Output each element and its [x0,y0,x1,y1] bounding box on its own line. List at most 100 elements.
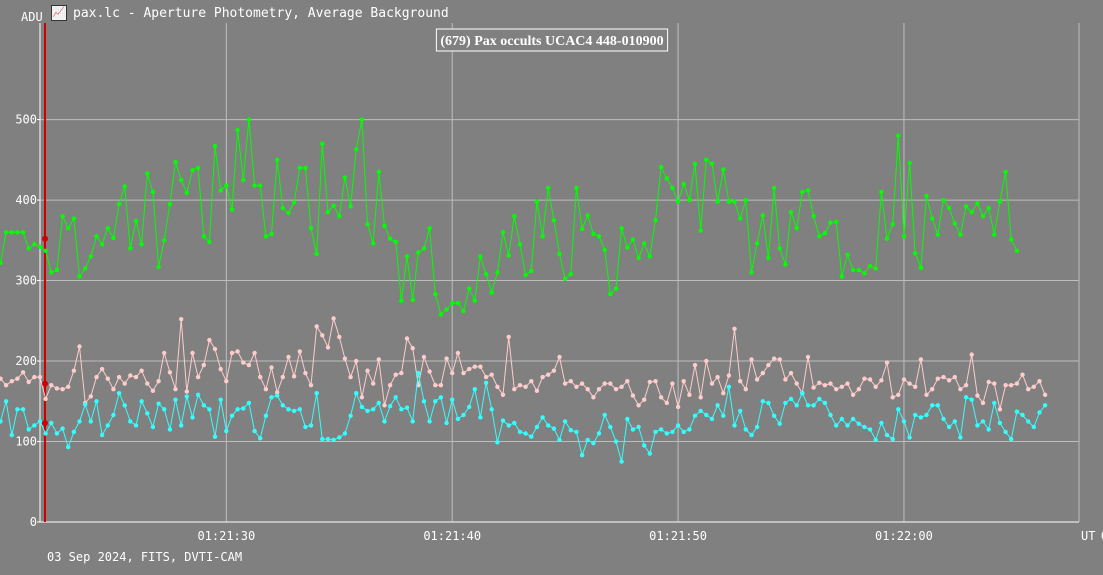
data-point [320,333,325,338]
data-point [980,419,986,424]
data-point [749,270,754,275]
data-point [884,360,890,365]
data-point [382,403,387,408]
chart-axes [39,23,1079,523]
data-point [670,429,675,435]
data-point [783,400,788,406]
data-point [529,379,534,384]
data-point [952,419,957,424]
data-point [771,185,777,191]
data-point [150,388,156,393]
data-point [930,387,935,392]
data-point [721,391,726,396]
data-point [20,370,26,375]
data-point [1014,381,1020,386]
data-point [99,366,105,372]
data-point [1037,410,1042,415]
chart-app-icon[interactable]: 📈 [51,5,67,21]
data-point [715,374,720,380]
data-point [602,247,607,253]
data-point [241,360,246,365]
data-point [913,251,918,256]
data-point [867,427,873,432]
data-point [924,392,929,397]
data-point [930,216,935,221]
window-title-bar: 📈 pax.lc - Aperture Photometry, Average … [51,4,449,22]
data-point [252,183,257,188]
data-point [777,421,782,426]
data-point [557,354,562,360]
data-point [173,397,178,402]
data-point [94,234,99,239]
data-point [359,117,365,122]
data-point [111,235,116,241]
data-point [179,317,184,322]
data-point [433,383,438,388]
data-point [207,337,212,343]
data-point [540,415,545,420]
data-point [3,383,9,388]
data-point [653,429,658,435]
data-point [342,175,348,180]
data-point [331,203,336,208]
data-point [788,370,794,376]
data-point [66,226,71,231]
data-point [427,369,432,374]
data-point [258,183,263,188]
data-point [647,254,652,259]
data-point [879,189,884,195]
data-point [924,412,929,418]
data-point [71,368,77,373]
data-point [675,199,681,204]
data-point [647,379,652,385]
data-point [393,395,398,400]
data-point [1014,409,1020,414]
data-point [489,407,494,412]
data-point [365,368,370,373]
data-point [805,354,811,360]
data-point [433,399,438,404]
data-point [896,407,901,412]
data-point [794,226,799,231]
data-point [252,350,257,356]
data-point [997,407,1003,412]
data-point [551,218,557,223]
data-point [382,223,387,228]
data-point [500,230,506,235]
data-point [568,271,573,277]
data-point [506,253,511,258]
series-0 [0,117,1020,317]
data-point [980,214,986,219]
data-point [359,404,365,410]
data-point [455,416,461,422]
data-point [371,381,376,386]
data-point [20,407,26,412]
data-point [235,349,240,354]
data-point [850,392,856,397]
y-axis-label: ADU [21,10,43,24]
data-point [952,221,957,226]
data-point [630,393,636,398]
data-point [246,400,252,406]
data-point [935,232,940,237]
data-point [619,384,624,389]
x-tick-labels: 01:21:30 01:21:40 01:21:50 01:22:00 01:22:10… [197,529,1103,543]
data-point [49,420,54,426]
data-point [145,381,150,386]
data-point [348,204,353,209]
data-point [918,265,924,270]
data-point [26,379,31,385]
data-point [867,377,873,382]
data-point [608,381,613,386]
data-point [534,199,540,204]
data-point [111,412,116,418]
data-point [913,412,918,418]
data-point [698,408,703,414]
data-point [71,429,77,435]
data-point [43,431,48,436]
data-point [743,197,748,203]
data-point [150,189,156,195]
data-point [399,407,404,412]
data-point [534,424,540,430]
data-point [523,272,528,278]
